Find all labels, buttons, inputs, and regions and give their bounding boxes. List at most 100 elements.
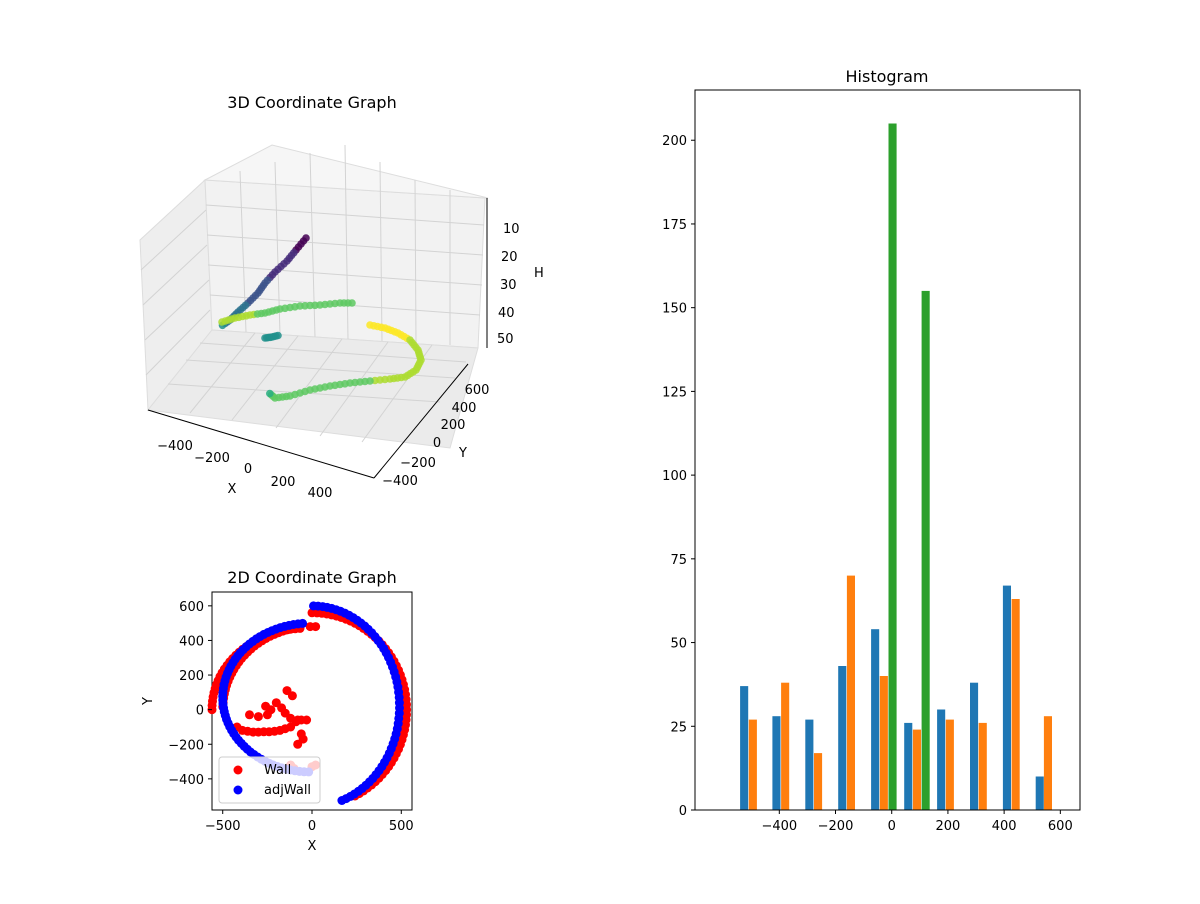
x-tick-label: 400 xyxy=(992,819,1017,834)
z-tick-label: 20 xyxy=(501,250,518,265)
histogram-title: Histogram xyxy=(846,67,929,86)
y-tick-label: 50 xyxy=(670,637,687,652)
z-tick-label: 30 xyxy=(500,278,517,293)
chart-3d-title: 3D Coordinate Graph xyxy=(227,93,396,112)
y-tick-label: 175 xyxy=(662,218,687,233)
point-3d xyxy=(266,389,274,398)
y-tick-label: 600 xyxy=(465,383,490,398)
y-tick-label: −400 xyxy=(168,773,204,788)
legend-marker-wall xyxy=(233,765,243,775)
point-3d xyxy=(274,331,282,340)
histogram-bar xyxy=(912,729,921,810)
points-2d xyxy=(207,601,412,805)
z-tick-label: 40 xyxy=(498,306,515,321)
plot-frame-histogram xyxy=(694,89,1081,811)
y-tick-label: 125 xyxy=(662,385,687,400)
point-3d xyxy=(348,299,356,307)
wall-point xyxy=(287,691,297,701)
y-tick-label: 600 xyxy=(179,600,204,615)
y-tick-label: 200 xyxy=(179,669,204,684)
histogram-bar xyxy=(740,686,749,810)
y-axis-label-3d: Y xyxy=(458,446,467,461)
x-tick-label: 0 xyxy=(888,819,896,834)
ticks-2d: −500 0 500 −400 −200 0 200 400 600 xyxy=(168,600,413,834)
chart-histogram: Histogram −400 −200 0 200 400 600 0 25 50 75 100 12… xyxy=(662,67,1081,834)
histogram-bar xyxy=(904,722,913,810)
z-tick-label: 10 xyxy=(503,222,520,237)
y-tick-label: 200 xyxy=(441,418,466,433)
histogram-bar xyxy=(1011,599,1020,810)
adjwall-point xyxy=(309,601,318,611)
histogram-bar xyxy=(879,676,888,810)
y-tick-label: −400 xyxy=(382,474,418,489)
x-tick-label: −400 xyxy=(761,819,797,834)
y-tick-label: 0 xyxy=(433,436,441,451)
wall-point xyxy=(311,622,321,632)
x-axis-label-2d: X xyxy=(308,839,317,854)
wall-point xyxy=(307,608,317,618)
pane-back xyxy=(204,179,486,349)
wall-point xyxy=(293,715,303,725)
points-3d xyxy=(218,234,425,402)
histogram-bar xyxy=(846,575,855,810)
y-tick-label: 75 xyxy=(670,553,687,568)
x-tick-label: 0 xyxy=(308,819,316,834)
histogram-bars xyxy=(740,123,1052,810)
wall-point xyxy=(266,705,276,715)
histogram-bar xyxy=(978,722,987,810)
x-tick-label: −200 xyxy=(194,451,230,466)
x-ticks-3d: −400 −200 0 200 400 xyxy=(157,439,332,501)
legend-label-wall: Wall xyxy=(264,763,291,778)
y-tick-label: 25 xyxy=(670,720,687,735)
histogram-bar xyxy=(1002,585,1011,810)
histogram-bar xyxy=(970,682,979,810)
histogram-bar xyxy=(1035,776,1044,810)
histogram-bar xyxy=(814,753,823,810)
legend-marker-adjwall xyxy=(233,785,243,795)
histogram-bar xyxy=(871,629,880,810)
z-tick-label: 50 xyxy=(497,332,514,347)
x-tick-label: −400 xyxy=(157,439,193,454)
x-tick-label: 200 xyxy=(271,475,296,490)
histogram-bar xyxy=(838,666,847,810)
histogram-bar xyxy=(937,709,946,810)
histogram-ticks: −400 −200 0 200 400 600 0 25 50 75 100 125 150 175 200 xyxy=(662,134,1073,834)
y-tick-label: −200 xyxy=(400,456,436,471)
wall-point xyxy=(293,739,303,749)
y-tick-label: 0 xyxy=(679,804,687,819)
histogram-bar xyxy=(772,716,781,810)
legend-2d: Wall adjWall xyxy=(218,756,321,804)
chart-3d: 3D Coordinate Graph xyxy=(139,93,544,501)
histogram-bar xyxy=(805,719,814,810)
y-tick-label: 100 xyxy=(662,469,687,484)
histogram-bar xyxy=(748,719,757,810)
y-ticks-3d: −400 −200 0 200 400 600 xyxy=(382,383,489,489)
x-tick-label: 500 xyxy=(389,819,414,834)
chart-2d: 2D Coordinate Graph −500 0 500 −400 −200 0 200… xyxy=(141,568,414,854)
legend-box xyxy=(218,756,321,804)
y-axis-label-2d: Y xyxy=(141,697,156,706)
x-tick-label: 0 xyxy=(244,462,252,477)
wall-point xyxy=(253,712,263,722)
y-tick-label: 400 xyxy=(179,634,204,649)
y-tick-label: 0 xyxy=(196,704,204,719)
axes-3d xyxy=(147,198,488,479)
histogram-bar xyxy=(888,123,897,810)
pane-top xyxy=(203,144,489,199)
wall-point xyxy=(286,713,296,723)
legend-label-adjwall: adjWall xyxy=(264,783,311,798)
x-tick-label: −200 xyxy=(818,819,854,834)
histogram-bar xyxy=(945,719,954,810)
wall-point xyxy=(245,710,254,720)
z-axis-label-3d: H xyxy=(534,266,544,281)
chart-2d-title: 2D Coordinate Graph xyxy=(227,568,396,587)
y-tick-label: 150 xyxy=(662,302,687,317)
y-tick-label: 400 xyxy=(452,401,477,416)
x-tick-label: 600 xyxy=(1048,819,1073,834)
histogram-bar xyxy=(1043,716,1052,810)
y-tick-label: 200 xyxy=(662,134,687,149)
histogram-bar xyxy=(781,682,790,810)
y-tick-label: −200 xyxy=(168,738,204,753)
